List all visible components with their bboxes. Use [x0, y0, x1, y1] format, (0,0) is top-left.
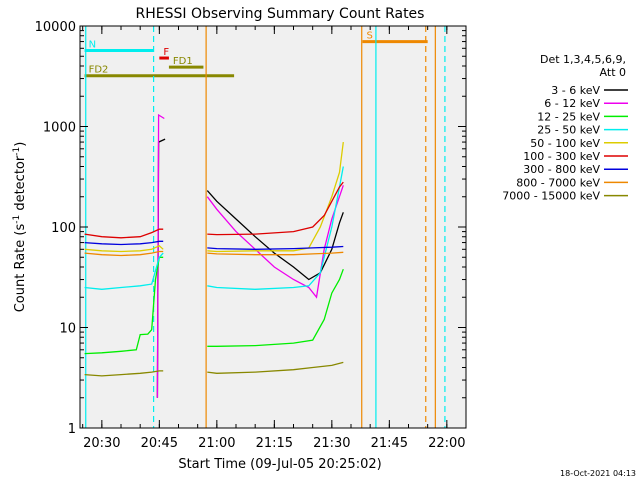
series-line-2 [206, 185, 344, 299]
series-line-7 [207, 245, 344, 250]
footer-timestamp: 18-Oct-2021 04:13 [560, 469, 636, 478]
legend-label-5: 50 - 100 keV [530, 137, 600, 150]
legend-header-2: Att 0 [600, 66, 626, 79]
y-tick-label: 1 [68, 422, 76, 437]
series-line-2 [156, 113, 165, 398]
legend-header-1: Det 1,3,4,5,6,9, [540, 53, 626, 66]
y-label-mid: detector [13, 155, 28, 215]
y-axis-label: Count Rate (s-1 detector-1) [12, 142, 28, 313]
flag-bars: N F FD1 FD2 S [84, 31, 428, 78]
legend-label-9: 7000 - 15000 keV [502, 190, 600, 203]
y-label-sup2: -1 [12, 147, 22, 156]
series-lines [84, 113, 344, 398]
x-tick-label: 21:45 [371, 436, 408, 451]
y-tick-label: 10 [59, 322, 76, 337]
series-line-8 [207, 251, 344, 256]
axes: 1 10 100 1000 10000 20:30 20:45 21:00 21:15 21:30… [35, 20, 467, 451]
x-tick-label: 20:30 [83, 436, 120, 451]
series-line-9 [207, 361, 344, 374]
series-line-5 [84, 245, 164, 253]
series-line-6 [84, 228, 164, 239]
legend-label-1: 3 - 6 keV [551, 84, 600, 97]
series-line-4 [84, 252, 164, 290]
series-line-9 [84, 370, 164, 377]
y-tick-label: 100 [51, 221, 76, 236]
y-label-sup1: -1 [12, 215, 22, 224]
legend-label-3: 12 - 25 keV [537, 110, 600, 123]
series-line-1 [206, 190, 344, 281]
flag-label-s: S [367, 31, 373, 42]
y-tick-label: 10000 [35, 20, 76, 35]
x-axis-label: Start Time (09-Jul-05 20:25:02) [178, 457, 381, 472]
flag-label-fd1: FD1 [173, 56, 193, 67]
attenuator-vertical-lines [85, 26, 446, 428]
series-line-3 [84, 256, 164, 355]
plot-area [80, 26, 466, 428]
x-tick-label: 21:30 [313, 436, 350, 451]
chart-title: RHESSI Observing Summary Count Rates [136, 6, 425, 22]
flag-label-fd2: FD2 [89, 65, 109, 76]
x-tick-label: 21:15 [256, 436, 293, 451]
x-tick-label: 22:00 [428, 436, 465, 451]
y-tick-label: 1000 [43, 121, 76, 136]
series-line-4 [207, 166, 344, 290]
flag-label-n: N [89, 40, 96, 51]
legend-label-8: 800 - 7000 keV [516, 176, 600, 189]
y-label-end: ) [13, 142, 28, 147]
legend-label-2: 6 - 12 keV [544, 97, 600, 110]
series-line-3 [207, 268, 344, 347]
flag-label-f: F [163, 47, 169, 58]
series-line-7 [84, 240, 164, 246]
series-line-6 [207, 181, 344, 236]
legend-label-7: 300 - 800 keV [523, 163, 600, 176]
y-label-main: Count Rate (s [13, 224, 28, 313]
legend-label-4: 25 - 50 keV [537, 124, 600, 137]
legend-label-6: 100 - 300 keV [523, 150, 600, 163]
series-line-8 [84, 250, 164, 257]
x-tick-label: 20:45 [141, 436, 178, 451]
x-tick-label: 21:00 [198, 436, 235, 451]
